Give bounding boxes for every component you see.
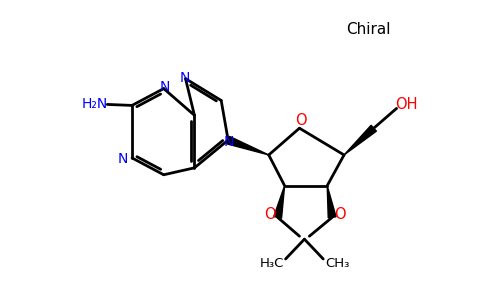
Text: O: O <box>295 113 306 128</box>
Text: H₃C: H₃C <box>259 257 284 270</box>
Text: O: O <box>264 207 275 222</box>
Text: N: N <box>180 71 190 85</box>
Polygon shape <box>274 186 285 218</box>
Polygon shape <box>344 125 377 155</box>
Text: H₂N: H₂N <box>81 98 107 111</box>
Text: CH₃: CH₃ <box>325 257 349 270</box>
Text: OH: OH <box>395 97 418 112</box>
Text: Chiral: Chiral <box>347 22 391 37</box>
Text: O: O <box>334 207 346 222</box>
Text: N: N <box>160 80 170 94</box>
Polygon shape <box>327 186 336 218</box>
Polygon shape <box>227 136 269 155</box>
Text: N: N <box>224 135 234 149</box>
Text: N: N <box>118 152 128 166</box>
